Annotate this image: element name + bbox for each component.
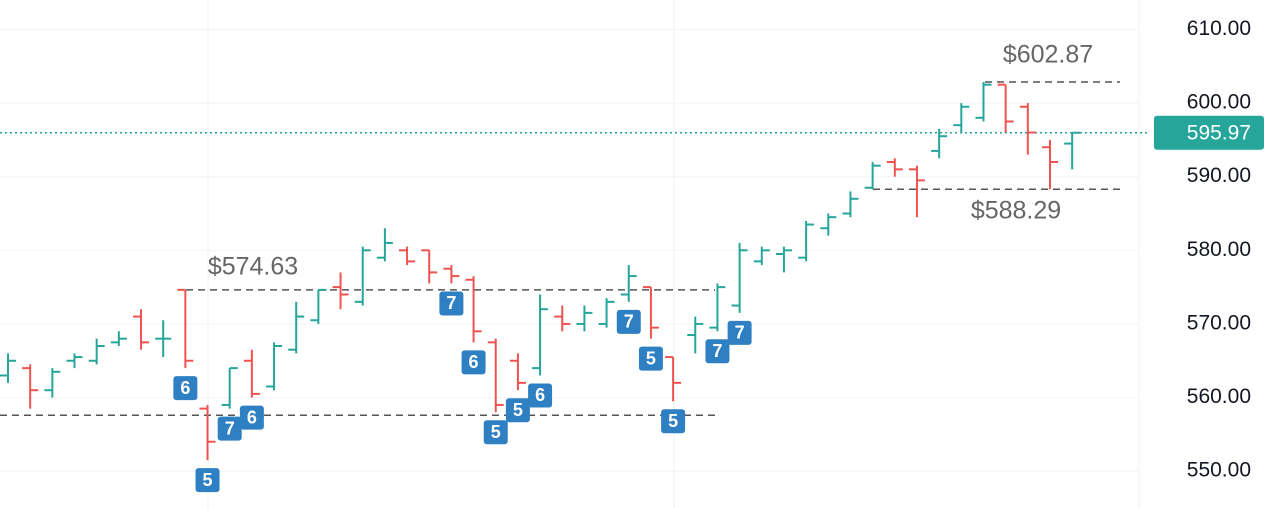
- y-tick-label: 610.00: [1187, 17, 1251, 40]
- event-label: 7: [712, 341, 722, 361]
- y-tick-label: 590.00: [1187, 164, 1251, 187]
- event-label: 6: [180, 378, 190, 398]
- last-price-label: 595.97: [1187, 121, 1251, 144]
- event-badge: [439, 291, 464, 316]
- event-label: 5: [646, 348, 656, 368]
- event-badge: [239, 405, 264, 430]
- last-price-badge: [1154, 115, 1264, 150]
- y-tick-label: 570.00: [1187, 311, 1251, 334]
- level-label: $574.63: [208, 253, 298, 281]
- event-badge: [461, 350, 486, 375]
- event-label: 7: [624, 312, 634, 332]
- event-label: 5: [491, 422, 501, 442]
- event-badge: [483, 420, 508, 445]
- event-label: 7: [446, 293, 456, 313]
- event-badge: [727, 320, 752, 345]
- y-tick-label: 580.00: [1187, 238, 1251, 261]
- event-badge: [705, 339, 730, 364]
- event-label: 6: [535, 385, 545, 405]
- event-badge: [217, 416, 242, 441]
- level-label: $588.29: [971, 197, 1061, 225]
- event-badge: [195, 468, 220, 493]
- event-label: 5: [203, 470, 213, 490]
- event-badge: [638, 346, 663, 371]
- event-label: 5: [668, 411, 678, 431]
- event-badge: [528, 383, 553, 408]
- event-label: 6: [247, 407, 257, 427]
- event-badge: [505, 398, 530, 423]
- event-badge: [616, 309, 641, 334]
- event-label: 7: [735, 323, 745, 343]
- event-label: 7: [225, 418, 235, 438]
- y-tick-label: 560.00: [1187, 385, 1251, 408]
- y-tick-label: 550.00: [1187, 459, 1251, 482]
- event-badge: [661, 409, 686, 434]
- event-badge: [173, 376, 198, 401]
- event-label: 5: [513, 400, 523, 420]
- y-tick-label: 600.00: [1187, 91, 1251, 114]
- level-label: $602.87: [1003, 41, 1093, 69]
- event-label: 6: [469, 352, 479, 372]
